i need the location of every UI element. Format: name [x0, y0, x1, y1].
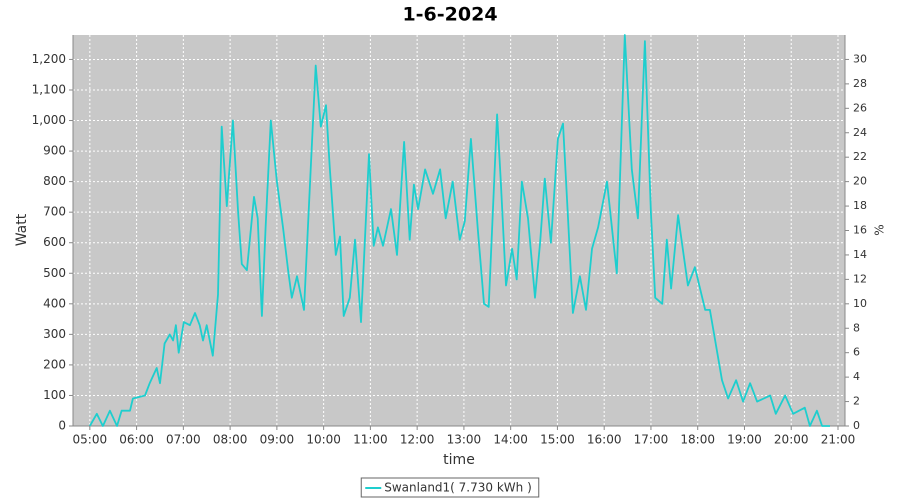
x-tick-label: 12:00 — [400, 433, 435, 447]
y-tick-label: 1,200 — [32, 52, 66, 66]
x-tick-label: 13:00 — [447, 433, 482, 447]
x-axis-label: time — [443, 452, 475, 468]
y2-tick-label: 16 — [853, 224, 867, 237]
x-tick-label: 15:00 — [540, 433, 575, 447]
y-tick-label: 100 — [43, 388, 66, 402]
y2-tick-label: 20 — [853, 175, 867, 188]
x-tick-label: 14:00 — [493, 433, 528, 447]
x-tick-label: 16:00 — [587, 433, 622, 447]
y2-tick-label: 26 — [853, 101, 867, 114]
legend-label: Swanland1( 7.730 kWh ) — [384, 481, 532, 495]
y2-tick-label: 24 — [853, 126, 867, 139]
x-tick-label: 21:00 — [821, 433, 856, 447]
y2-tick-label: 6 — [853, 346, 860, 359]
y2-tick-label: 28 — [853, 77, 867, 90]
x-tick-label: 08:00 — [213, 433, 248, 447]
y2-tick-label: 10 — [853, 297, 867, 310]
legend-box — [360, 477, 540, 498]
y2-tick-label: 22 — [853, 150, 867, 163]
y-tick-label: 900 — [43, 144, 66, 158]
y-tick-label: 1,000 — [32, 113, 66, 127]
y-tick-label: 400 — [43, 296, 66, 310]
y2-tick-label: 18 — [853, 199, 867, 212]
y2-tick-label: 14 — [853, 248, 867, 261]
y2-tick-label: 8 — [853, 321, 860, 334]
x-tick-label: 09:00 — [260, 433, 295, 447]
x-tick-label: 06:00 — [119, 433, 154, 447]
x-tick-label: 05:00 — [73, 433, 108, 447]
x-tick-label: 11:00 — [353, 433, 388, 447]
y-tick-label: 800 — [43, 174, 66, 188]
y2-tick-label: 12 — [853, 272, 867, 285]
x-tick-label: 18:00 — [680, 433, 715, 447]
x-tick-label: 17:00 — [634, 433, 669, 447]
x-tick-label: 07:00 — [166, 433, 201, 447]
y2-tick-label: 30 — [853, 52, 867, 65]
y-axis-label: Watt — [14, 213, 30, 246]
y2-axis-label: % — [873, 224, 887, 235]
y-tick-label: 700 — [43, 205, 66, 219]
chart-title: 1-6-2024 — [402, 4, 497, 26]
y2-tick-label: 2 — [853, 395, 860, 408]
y-tick-label: 600 — [43, 235, 66, 249]
y-tick-label: 500 — [43, 266, 66, 280]
y2-tick-label: 0 — [853, 419, 860, 432]
legend: Swanland1( 7.730 kWh ) — [360, 477, 540, 498]
y2-tick-label: 4 — [853, 370, 860, 383]
y-tick-label: 0 — [58, 419, 66, 433]
x-tick-label: 20:00 — [774, 433, 809, 447]
y-tick-label: 1,100 — [32, 82, 66, 96]
x-tick-label: 10:00 — [306, 433, 341, 447]
y-tick-label: 200 — [43, 357, 66, 371]
series-line — [89, 34, 830, 427]
y-tick-label: 300 — [43, 327, 66, 341]
x-tick-label: 19:00 — [727, 433, 762, 447]
